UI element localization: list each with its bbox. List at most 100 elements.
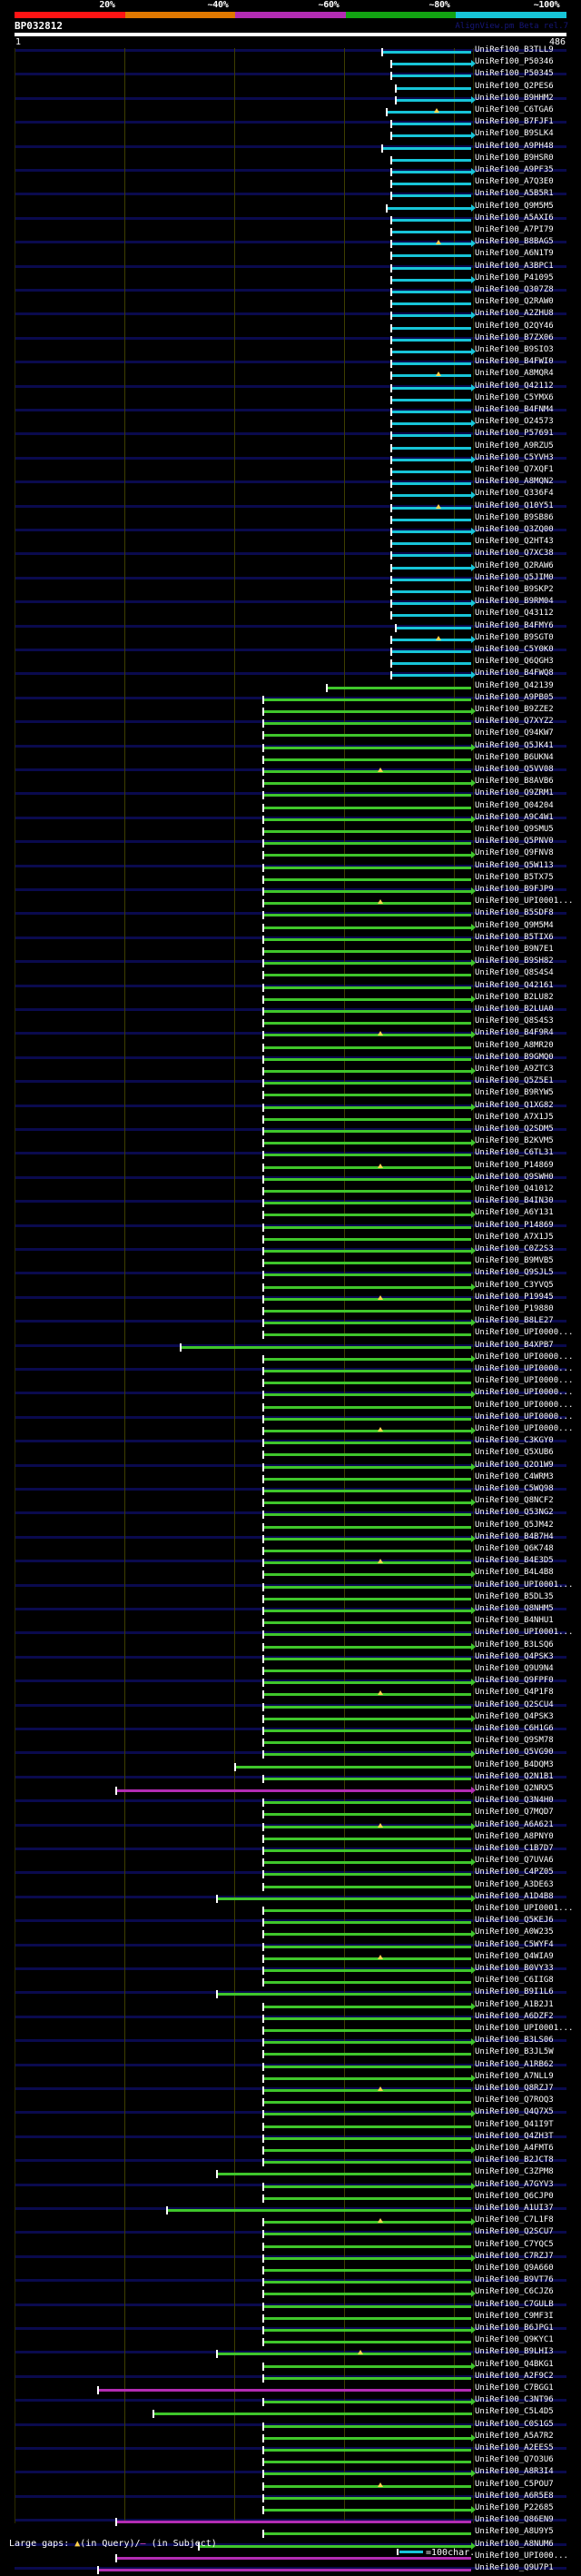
table-row[interactable]: UniRef100_P50345 <box>0 69 581 82</box>
hsp-bar[interactable] <box>264 1130 471 1133</box>
hit-label[interactable]: UniRef100_A5AXI6 <box>475 213 554 223</box>
hsp-bar[interactable] <box>392 662 471 665</box>
hit-label[interactable]: UniRef100_Q2QY46 <box>475 322 554 331</box>
hit-label[interactable]: UniRef100_B9SLK4 <box>475 129 554 138</box>
hsp-bar[interactable] <box>392 567 471 570</box>
table-row[interactable]: UniRef100_Q9U9N4 <box>0 1664 581 1677</box>
table-row[interactable]: UniRef100_UPI0000... <box>0 1412 581 1425</box>
hit-label[interactable]: UniRef100_Q8NHM5 <box>475 1604 554 1613</box>
hit-label[interactable]: UniRef100_B4FWI0 <box>475 357 554 366</box>
hsp-bar[interactable] <box>168 2209 471 2212</box>
hsp-bar[interactable] <box>392 411 471 413</box>
table-row[interactable]: UniRef100_C5POU7 <box>0 2480 581 2492</box>
table-row[interactable]: UniRef100_Q10Y51 <box>0 501 581 514</box>
hsp-bar[interactable] <box>392 183 471 185</box>
table-row[interactable]: UniRef100_A6R5E8 <box>0 2492 581 2504</box>
hit-label[interactable]: UniRef100_Q2SDM5 <box>475 1125 554 1134</box>
table-row[interactable]: UniRef100_C7GULB <box>0 2300 581 2313</box>
table-row[interactable]: UniRef100_B4FMY6 <box>0 621 581 634</box>
hit-label[interactable]: UniRef100_B5TIX6 <box>475 933 554 942</box>
table-row[interactable]: UniRef100_P19945 <box>0 1293 581 1305</box>
hit-label[interactable]: UniRef100_A9PH48 <box>475 142 554 151</box>
hit-label[interactable]: UniRef100_B4NHU1 <box>475 1616 554 1625</box>
table-row[interactable]: UniRef100_Q9SMU5 <box>0 825 581 837</box>
hit-label[interactable]: UniRef100_B7ZX06 <box>475 333 554 342</box>
hit-label[interactable]: UniRef100_Q04204 <box>475 801 554 810</box>
hit-label[interactable]: UniRef100_Q7MQD7 <box>475 1808 554 1817</box>
hsp-bar[interactable] <box>264 1010 471 1013</box>
hit-label[interactable]: UniRef100_B9SIO3 <box>475 345 554 354</box>
hit-label[interactable]: UniRef100_Q3N4H0 <box>475 1796 554 1805</box>
hsp-bar[interactable] <box>264 1046 471 1049</box>
hit-label[interactable]: UniRef100_A8MQN2 <box>475 477 554 486</box>
hit-label[interactable]: UniRef100_B3JL5W <box>475 2047 554 2056</box>
table-row[interactable]: UniRef100_B9N7E1 <box>0 945 581 957</box>
hit-label[interactable]: UniRef100_C5Y0K0 <box>475 645 554 654</box>
hit-label[interactable]: UniRef100_B9MVB5 <box>475 1256 554 1265</box>
hsp-bar[interactable] <box>264 1238 471 1241</box>
table-row[interactable]: UniRef100_P22685 <box>0 2503 581 2516</box>
hsp-bar[interactable] <box>264 2245 471 2248</box>
hit-label[interactable]: UniRef100_Q5VV08 <box>475 765 554 774</box>
query-sequence-bar[interactable] <box>15 33 566 36</box>
hsp-bar[interactable] <box>264 1718 471 1720</box>
hsp-bar[interactable] <box>392 243 471 245</box>
hsp-bar[interactable] <box>264 2437 471 2440</box>
table-row[interactable]: UniRef100_B5TX75 <box>0 873 581 886</box>
hsp-bar[interactable] <box>264 1610 471 1612</box>
table-row[interactable]: UniRef100_A8PNY0 <box>0 1832 581 1845</box>
table-row[interactable]: UniRef100_UPI0000... <box>0 1424 581 1437</box>
hit-label[interactable]: UniRef100_Q2RAW0 <box>475 297 554 306</box>
hsp-bar[interactable] <box>264 902 471 905</box>
hsp-bar[interactable] <box>392 542 471 545</box>
table-row[interactable]: UniRef100_B9SIO3 <box>0 345 581 358</box>
hit-label[interactable]: UniRef100_C6CJZ6 <box>475 2287 554 2296</box>
hit-label[interactable]: UniRef100_Q53NG2 <box>475 1508 554 1517</box>
hsp-bar[interactable] <box>264 867 471 869</box>
hsp-bar[interactable] <box>264 1550 471 1552</box>
table-row[interactable]: UniRef100_C9MF3I <box>0 2312 581 2324</box>
hsp-bar[interactable] <box>397 99 471 102</box>
table-row[interactable]: UniRef100_B4FWQ8 <box>0 669 581 681</box>
hsp-bar[interactable] <box>264 878 471 881</box>
hit-label[interactable]: UniRef100_Q7UVA6 <box>475 1856 554 1865</box>
hit-label[interactable]: UniRef100_Q9KYC1 <box>475 2335 554 2344</box>
table-row[interactable]: UniRef100_B4NHU1 <box>0 1616 581 1629</box>
table-row[interactable]: UniRef100_P19880 <box>0 1304 581 1317</box>
table-row[interactable]: UniRef100_Q5VV08 <box>0 765 581 778</box>
hsp-bar[interactable] <box>264 1598 471 1600</box>
hit-label[interactable]: UniRef100_B2JCT8 <box>475 2155 554 2165</box>
hsp-bar[interactable] <box>264 2221 471 2224</box>
hit-label[interactable]: UniRef100_C6TGA6 <box>475 105 554 114</box>
hit-label[interactable]: UniRef100_Q9SMU5 <box>475 825 554 834</box>
hit-label[interactable]: UniRef100_O24573 <box>475 417 554 426</box>
hsp-bar[interactable] <box>264 782 471 785</box>
hsp-bar[interactable] <box>264 854 471 857</box>
hit-label[interactable]: UniRef100_Q6QGH3 <box>475 657 554 666</box>
hit-label[interactable]: UniRef100_A8PNY0 <box>475 1832 554 1841</box>
hsp-bar[interactable] <box>392 291 471 293</box>
table-row[interactable]: UniRef100_C3NT96 <box>0 2395 581 2408</box>
hit-label[interactable]: UniRef100_C0S1G5 <box>475 2420 554 2429</box>
table-row[interactable]: UniRef100_Q7XC38 <box>0 549 581 561</box>
table-row[interactable]: UniRef100_Q42161 <box>0 981 581 994</box>
hsp-bar[interactable] <box>264 2365 471 2368</box>
table-row[interactable]: UniRef100_B4IN30 <box>0 1196 581 1209</box>
hit-label[interactable]: UniRef100_B9ZZE2 <box>475 705 554 714</box>
hsp-bar[interactable] <box>264 2305 471 2308</box>
hit-label[interactable]: UniRef100_C6IIG8 <box>475 1976 554 1985</box>
hit-label[interactable]: UniRef100_B0VY33 <box>475 1964 554 1973</box>
hsp-bar[interactable] <box>117 2557 471 2560</box>
hsp-bar[interactable] <box>264 1513 471 1516</box>
table-row[interactable]: UniRef100_Q9KYC1 <box>0 2335 581 2348</box>
hit-label[interactable]: UniRef100_Q6CJP0 <box>475 2192 554 2201</box>
table-row[interactable]: UniRef100_A9PB05 <box>0 693 581 706</box>
hit-label[interactable]: UniRef100_Q7ROQ3 <box>475 2095 554 2105</box>
table-row[interactable]: UniRef100_Q4WIA9 <box>0 1952 581 1965</box>
hsp-bar[interactable] <box>392 650 471 653</box>
hit-label[interactable]: UniRef100_B5TX75 <box>475 873 554 882</box>
hit-label[interactable]: UniRef100_Q4BKG1 <box>475 2360 554 2369</box>
hit-label[interactable]: UniRef100_A1D4B8 <box>475 1892 554 1901</box>
table-row[interactable]: UniRef100_B9GMQ0 <box>0 1053 581 1065</box>
hsp-bar[interactable] <box>392 422 471 425</box>
